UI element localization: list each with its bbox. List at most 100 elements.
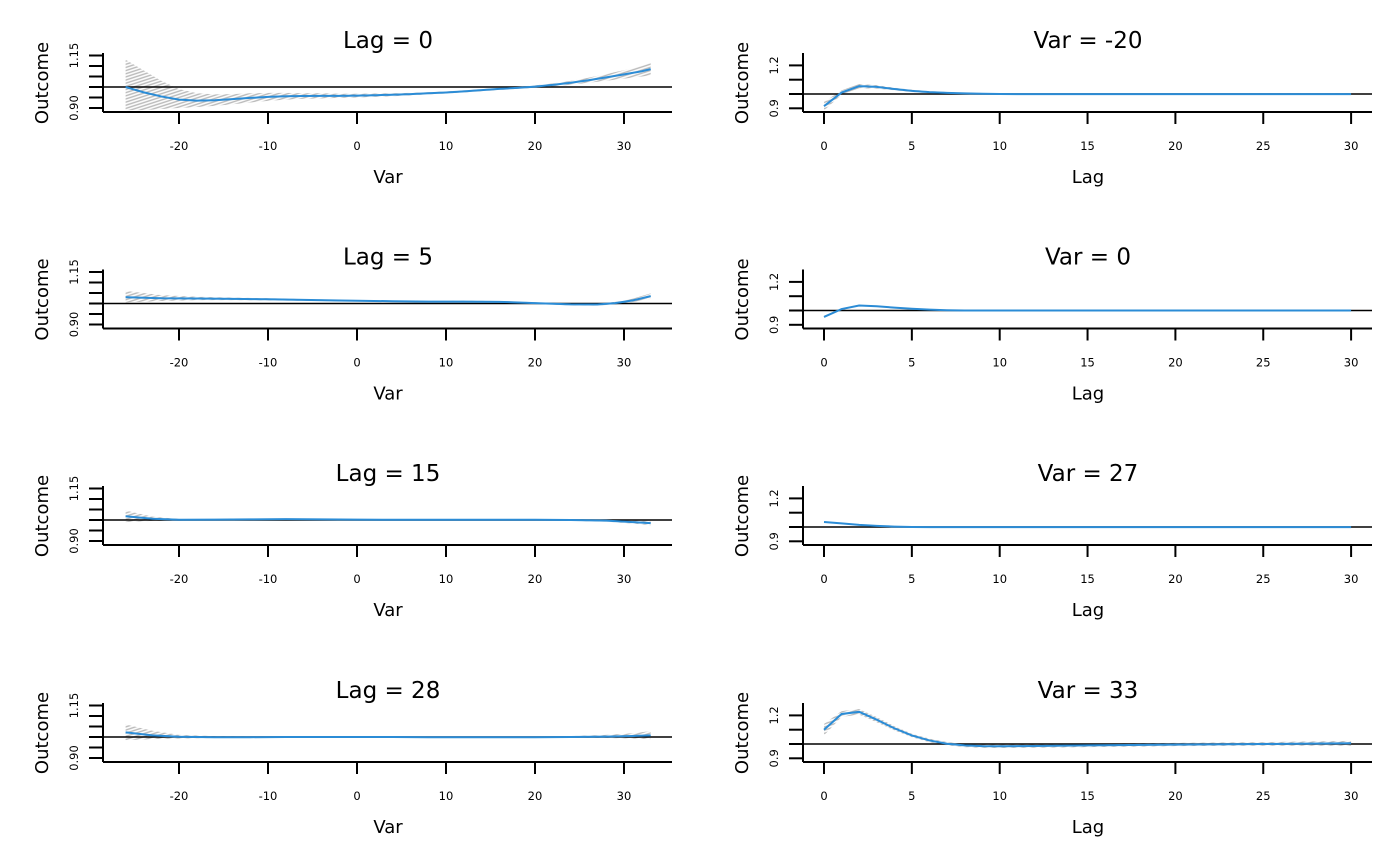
y-axis-label: Outcome [732, 258, 753, 340]
estimate-line [823, 710, 1352, 748]
y-tick-label: 0.9 [767, 749, 781, 767]
x-axis-label: Lag [1072, 600, 1104, 621]
x-tick-label: 20 [1168, 789, 1183, 803]
x-tick-label: 0 [820, 356, 827, 370]
x-tick-label: 20 [1168, 572, 1183, 586]
estimate-line [823, 304, 1352, 318]
x-tick-label: -10 [259, 356, 278, 370]
x-tick-label: 25 [1256, 139, 1271, 153]
x-tick-label: -20 [170, 572, 189, 586]
panel-5: Lag = 15 Outcome Var -20 -10 0 10 20 30 0.90 1.15 [32, 461, 672, 621]
x-tick-label: -20 [170, 139, 189, 153]
y-tick-label: 1.2 [767, 706, 781, 724]
panel-title: Var = -20 [1034, 28, 1143, 54]
estimate-line [823, 85, 1352, 107]
y-tick-label: 1.2 [767, 489, 781, 507]
x-tick-label: 0 [820, 789, 827, 803]
x-tick-label: 10 [439, 789, 454, 803]
estimate-line [125, 68, 651, 102]
y-tick-label: 0.9 [767, 316, 781, 334]
y-tick-label: 0.90 [67, 528, 81, 554]
x-axis-label: Lag [1072, 817, 1104, 838]
x-axis-label: Var [373, 167, 403, 188]
panel-2: Var = -20 Outcome Lag 0 5 10 15 20 25 30 0.9 1.2 [732, 28, 1372, 188]
y-axis-label: Outcome [32, 258, 53, 340]
y-tick-label: 1.15 [67, 259, 81, 285]
x-tick-label: -10 [259, 789, 278, 803]
x-tick-label: 10 [439, 572, 454, 586]
x-tick-label: 15 [1080, 789, 1095, 803]
estimate-line [125, 295, 651, 306]
panel-3: Lag = 5 Outcome Var -20 -10 0 10 20 30 0.90 1.15 [32, 245, 672, 405]
x-axis-label: Var [373, 817, 403, 838]
confidence-band [824, 708, 1352, 749]
x-tick-label: 30 [1344, 356, 1359, 370]
x-tick-label: 0 [820, 139, 827, 153]
x-tick-label: 15 [1080, 572, 1095, 586]
estimate-line [125, 515, 651, 525]
panel-title: Lag = 28 [336, 678, 441, 704]
x-tick-label: 0 [820, 572, 827, 586]
x-tick-label: 20 [1168, 356, 1183, 370]
x-tick-label: -10 [259, 572, 278, 586]
x-tick-label: 20 [528, 572, 543, 586]
x-axis-label: Var [373, 384, 403, 405]
y-tick-label: 1.15 [67, 693, 81, 719]
y-axis-label: Outcome [32, 42, 53, 124]
x-tick-label: 20 [528, 789, 543, 803]
x-tick-label: 10 [439, 356, 454, 370]
x-tick-label: 30 [617, 572, 632, 586]
confidence-band [125, 59, 651, 111]
panel-4: Var = 0 Outcome Lag 0 5 10 15 20 25 30 0.9 1.2 [732, 245, 1372, 405]
x-tick-label: 30 [617, 139, 632, 153]
x-tick-label: -10 [259, 139, 278, 153]
x-tick-label: 15 [1080, 356, 1095, 370]
confidence-band [824, 83, 1352, 111]
x-tick-label: 0 [353, 139, 360, 153]
x-axis-label: Var [373, 600, 403, 621]
x-tick-label: 30 [617, 789, 632, 803]
estimate-line [125, 731, 651, 739]
y-axis-label: Outcome [732, 42, 753, 124]
y-tick-label: 0.90 [67, 745, 81, 771]
x-tick-label: 30 [1344, 572, 1359, 586]
x-tick-label: 0 [353, 789, 360, 803]
panel-title: Var = 0 [1045, 245, 1131, 271]
x-tick-label: 0 [353, 572, 360, 586]
x-tick-label: 10 [992, 139, 1007, 153]
x-tick-label: -20 [170, 356, 189, 370]
x-axis-label: Lag [1072, 384, 1104, 405]
x-tick-label: 20 [1168, 139, 1183, 153]
y-axis-label: Outcome [32, 475, 53, 557]
y-tick-label: 0.90 [67, 312, 81, 338]
confidence-band [125, 510, 651, 526]
panel-1: Lag = 0 Outcome Var -20 -10 0 10 20 30 0.90 1.15 [32, 28, 672, 188]
panel-title: Lag = 0 [343, 28, 433, 54]
y-tick-label: 0.90 [67, 95, 81, 121]
x-tick-label: 10 [992, 789, 1007, 803]
x-tick-label: 10 [992, 572, 1007, 586]
y-axis-label: Outcome [32, 692, 53, 774]
x-tick-label: 15 [1080, 139, 1095, 153]
x-tick-label: 25 [1256, 356, 1271, 370]
x-tick-label: 5 [908, 139, 915, 153]
y-axis-label: Outcome [732, 692, 753, 774]
x-tick-label: -20 [170, 789, 189, 803]
x-tick-label: 0 [353, 356, 360, 370]
x-tick-label: 25 [1256, 572, 1271, 586]
x-tick-label: 30 [617, 356, 632, 370]
panel-7: Lag = 28 Outcome Var -20 -10 0 10 20 30 0.90 1.15 [32, 678, 672, 838]
panel-8: Var = 33 Outcome Lag 0 5 10 15 20 25 30 0.9 1.2 [732, 678, 1372, 838]
panel-6: Var = 27 Outcome Lag 0 5 10 15 20 25 30 0.9 1.2 [732, 461, 1372, 621]
panel-title: Var = 33 [1038, 678, 1139, 704]
panel-title: Lag = 5 [343, 245, 433, 271]
y-axis-label: Outcome [732, 475, 753, 557]
panel-title: Var = 27 [1038, 461, 1139, 487]
y-tick-label: 1.2 [767, 56, 781, 74]
x-tick-label: 10 [439, 139, 454, 153]
panel-title: Lag = 15 [336, 461, 441, 487]
x-tick-label: 20 [528, 356, 543, 370]
estimate-line [823, 520, 1352, 529]
x-tick-label: 25 [1256, 789, 1271, 803]
